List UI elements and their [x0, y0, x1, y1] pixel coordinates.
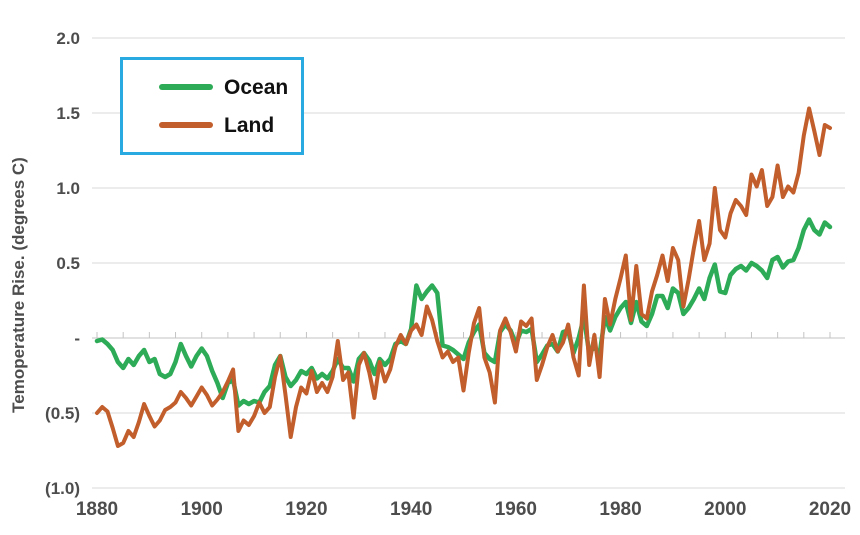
- legend-swatch-land-line: [159, 122, 213, 128]
- legend-label-land: Land: [224, 113, 275, 137]
- y-tick-label: (1.0): [45, 479, 80, 498]
- x-tick-label: 1900: [181, 499, 223, 520]
- y-tick-label: -: [74, 329, 80, 348]
- data-series-layer: [94, 106, 833, 448]
- series-line-ocean: [94, 217, 833, 408]
- legend-label-ocean: Ocean: [224, 75, 289, 99]
- y-tick-label: 0.5: [56, 254, 80, 273]
- series-line-land: [95, 106, 832, 448]
- x-tick-label: 1980: [599, 499, 641, 520]
- y-tick-label: (0.5): [45, 404, 80, 423]
- x-tick-label: 1960: [495, 499, 537, 520]
- legend-swatch-ocean-line: [159, 84, 213, 90]
- x-tick-label: 2000: [704, 499, 746, 520]
- y-tick-label: 1.0: [56, 179, 80, 198]
- y-tick-label: 2.0: [56, 29, 80, 48]
- y-tick-label: 1.5: [56, 104, 80, 123]
- chart-legend: Ocean Land: [120, 57, 304, 155]
- x-tick-label: 1920: [285, 499, 327, 520]
- x-tick-label: 2020: [809, 499, 851, 520]
- axis-ticks-layer: [96, 332, 831, 338]
- x-tick-label: 1880: [76, 499, 118, 520]
- y-axis-title: Temoperature Rise. (degrees C): [9, 157, 28, 413]
- x-tick-label: 1940: [390, 499, 432, 520]
- axis-labels-layer: 2.0 1.5 1.0 0.5 - (0.5) (1.0)1880 1900 1920 1940 1…: [45, 29, 851, 520]
- legend-item-land: Land: [159, 115, 291, 136]
- legend-item-ocean: Ocean: [159, 77, 291, 98]
